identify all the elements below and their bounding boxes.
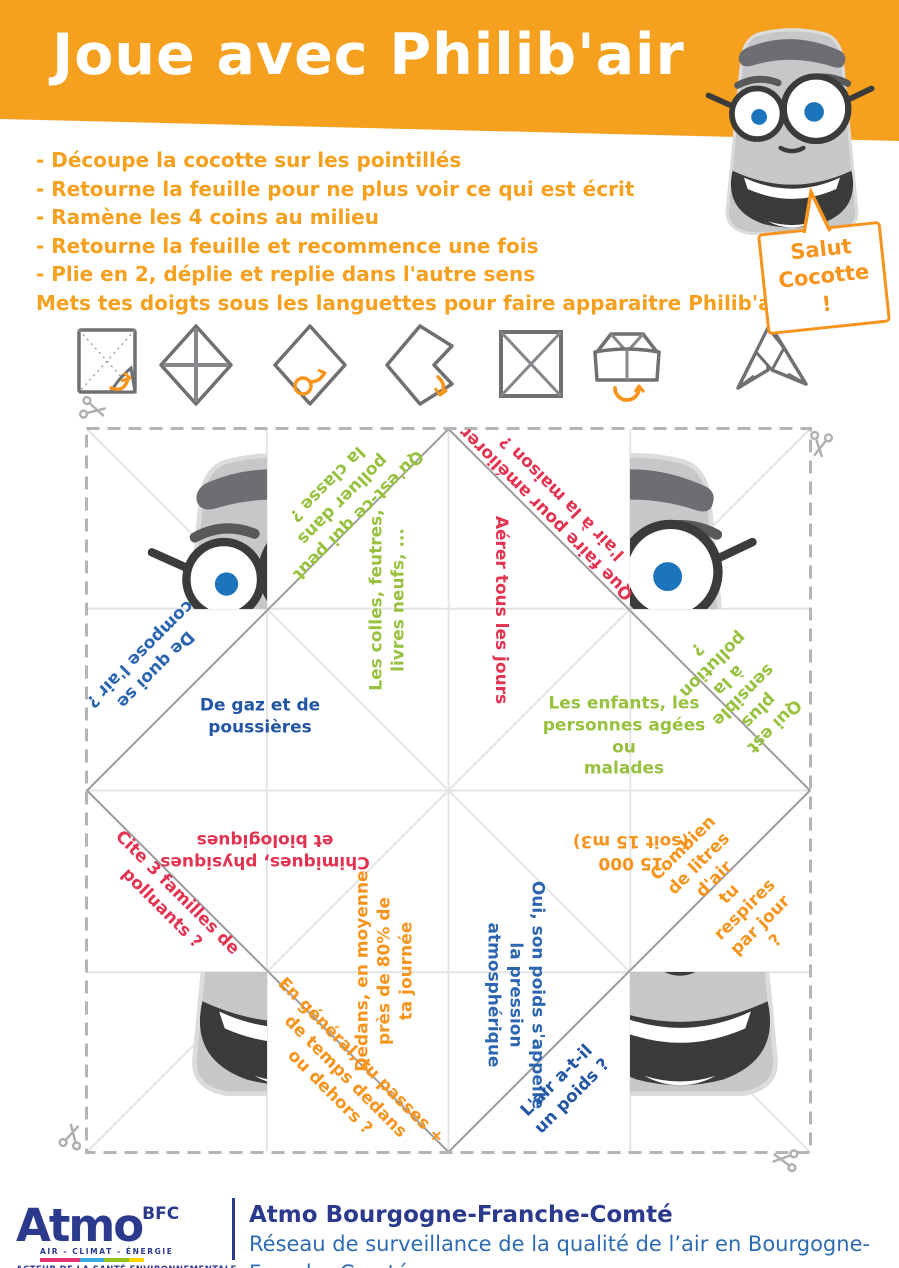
fold-steps-row — [0, 318, 899, 418]
mascot-face-corner-bottom-left — [85, 972, 267, 1154]
diamond-flip-loop-icon — [273, 324, 347, 406]
logo-color-bar — [40, 1258, 144, 1262]
instructions-list: - Découpe la cocotte sur les pointillés … — [36, 146, 788, 317]
atmo-bfc-logo: AtmoBFC AIR - CLIMAT - ÉNERGIE ACTEUR DE… — [16, 1194, 237, 1268]
folded-paper-flip-icon — [593, 332, 661, 402]
diamond-notch-fold-icon — [385, 324, 454, 406]
scissors-icon — [78, 395, 109, 424]
square-dotted-diagonals-fold-corner-icon — [77, 328, 137, 394]
logo-acteur-line: ACTEUR DE LA SANTÉ ENVIRONNEMENTALE — [16, 1265, 237, 1268]
mascot-face-corner-top-right — [630, 427, 812, 609]
answer-compose: De gaz et de poussières — [199, 695, 321, 737]
footer-divider — [232, 1198, 235, 1260]
instruction-line: - Plie en 2, déplie et replie dans l'aut… — [36, 262, 536, 286]
finished-cocotte-icon — [736, 326, 808, 390]
mascot-face-icon — [697, 24, 887, 239]
square-x-icon — [499, 330, 563, 398]
mascot-face-corner-top-left — [85, 427, 267, 609]
instruction-line: - Ramène les 4 coins au milieu — [36, 205, 379, 229]
answer-dedans: Dedans, en moyenne près de 80% de ta jou… — [352, 870, 416, 1072]
instruction-line: Mets tes doigts sous les languettes pour… — [36, 290, 789, 315]
scissors-icon — [770, 1146, 799, 1173]
logo-tagline: AIR - CLIMAT - ÉNERGIE — [40, 1247, 174, 1256]
footer-description: Réseau de surveillance de la qualité de … — [249, 1232, 871, 1268]
answer-maison: Aérer tous les jours — [490, 515, 511, 705]
instruction-line: - Découpe la cocotte sur les pointillés — [36, 148, 462, 172]
page-title: Joue avec Philib'air — [52, 22, 685, 88]
answer-poids: Oui, son poids s'appelle la pression atm… — [484, 880, 548, 1110]
instruction-line: - Retourne la feuille et recommence une … — [36, 233, 539, 258]
answer-classe: Les colles, feutres, livres neufs, ... — [366, 509, 408, 691]
instruction-line: - Retourne la feuille pour ne plus voir … — [36, 176, 635, 201]
cocotte-template: Qu'est-ce qui peut polluer dans la class… — [82, 422, 812, 1154]
speech-bubble-tail — [795, 186, 837, 238]
philibair-mascot — [697, 24, 887, 239]
footer-organization: Atmo Bourgogne-Franche-Comté — [249, 1202, 673, 1228]
logo-sup: BFC — [142, 1204, 180, 1224]
answer-sensible: Les enfants, les personnes agées ou mala… — [542, 693, 706, 779]
diamond-cross-icon — [159, 324, 233, 406]
answer-familles: Chimiques, physiques et biologiques — [160, 830, 370, 872]
scissors-icon — [806, 430, 834, 460]
scissors-icon — [57, 1121, 86, 1152]
mascot-face-corner-bottom-right — [630, 972, 812, 1154]
footer: AtmoBFC AIR - CLIMAT - ÉNERGIE ACTEUR DE… — [0, 1192, 899, 1268]
logo-wordmark: AtmoBFC — [16, 1199, 180, 1252]
